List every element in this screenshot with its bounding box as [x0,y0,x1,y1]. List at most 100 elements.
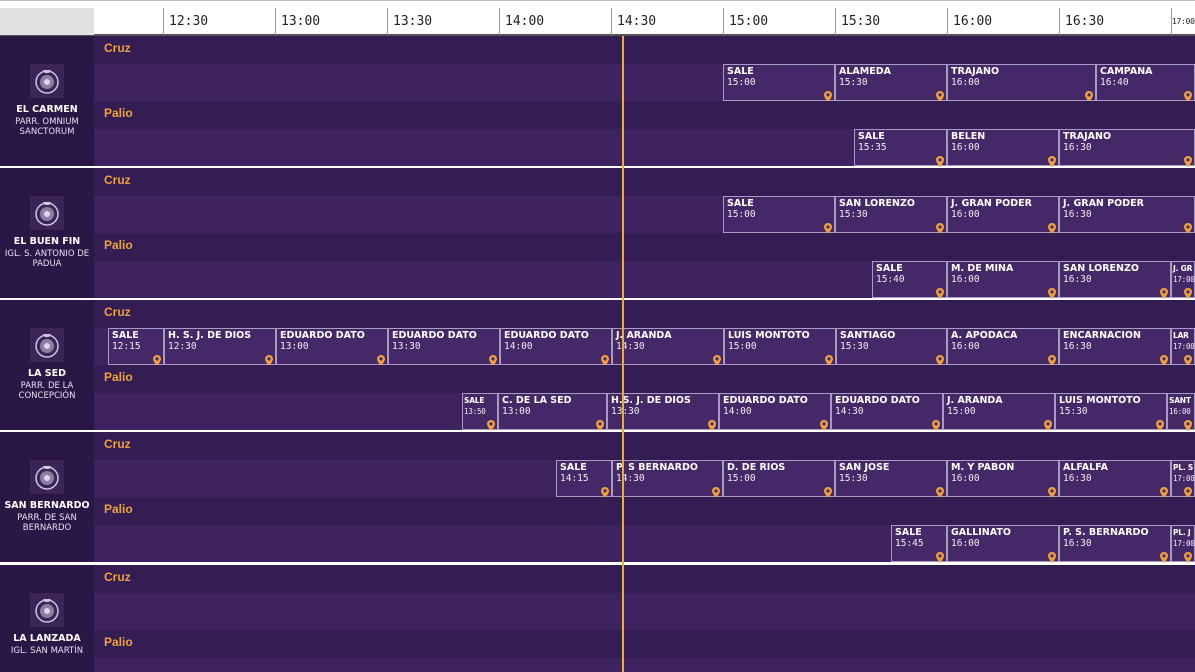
map-pin-icon[interactable] [1048,548,1056,563]
brotherhood-name: LA SED [28,368,66,379]
route-stop-block[interactable]: C. DE LA SED 13:00 [498,393,607,431]
map-pin-icon[interactable] [1184,548,1192,563]
map-pin-icon[interactable] [936,284,944,299]
map-pin-icon[interactable] [601,483,609,498]
map-pin-icon[interactable] [1160,483,1168,498]
map-pin-icon[interactable] [824,483,832,498]
route-stop-block[interactable]: SALE 15:00 [723,64,835,102]
route-stop-block[interactable]: TRAJANO 16:00 [947,64,1096,102]
map-pin-icon[interactable] [824,219,832,234]
brotherhood-info[interactable]: SAN BERNARDO PARR. DE SAN BERNARDO [0,432,94,562]
route-stop-block[interactable]: ENCARNACION 16:30 [1059,328,1171,366]
map-pin-icon[interactable] [1184,284,1192,299]
brotherhood-info[interactable]: EL CARMEN PARR. OMNIUM SANCTORUM [0,36,94,166]
route-stop-block[interactable]: J. GRAN PODER 16:00 [947,196,1059,234]
map-pin-icon[interactable] [713,351,721,366]
map-pin-icon[interactable] [936,548,944,563]
stop-time: 15:30 [840,341,869,352]
route-stop-block[interactable]: J. GR 17:00 [1171,261,1195,299]
map-pin-icon[interactable] [825,351,833,366]
route-stop-block[interactable]: J. ARANDA 14:30 [612,328,724,366]
brotherhood-info[interactable]: LA LANZADA IGL. SAN MARTÍN [0,565,94,672]
map-pin-icon[interactable] [1184,87,1192,102]
route-stop-block[interactable]: H. S. J. DE DIOS 12:30 [164,328,276,366]
route-stop-block[interactable]: LUIS MONTOTO 15:30 [1055,393,1167,431]
map-pin-icon[interactable] [820,416,828,431]
map-pin-icon[interactable] [936,219,944,234]
route-stop-block[interactable]: P. S. BERNARDO 16:30 [1059,525,1171,563]
route-stop-block[interactable]: H.S. J. DE DIOS 13:30 [607,393,719,431]
map-pin-icon[interactable] [1184,152,1192,167]
map-pin-icon[interactable] [153,351,161,366]
route-stop-block[interactable]: SALE 13:50 [462,393,498,431]
route-stop-block[interactable]: SAN LORENZO 16:30 [1059,261,1171,299]
map-pin-icon[interactable] [1085,87,1093,102]
route-stop-block[interactable]: EDUARDO DATO 14:00 [500,328,612,366]
map-pin-icon[interactable] [377,351,385,366]
map-pin-icon[interactable] [1156,416,1164,431]
time-tick: 15:30 [835,8,947,35]
route-stop-block[interactable]: SALE 12:15 [108,328,164,366]
map-pin-icon[interactable] [708,416,716,431]
map-pin-icon[interactable] [712,483,720,498]
route-stop-block[interactable]: SALE 15:00 [723,196,835,234]
route-stop-block[interactable]: SALE 14:15 [556,460,612,498]
map-pin-icon[interactable] [487,416,495,431]
map-pin-icon[interactable] [824,87,832,102]
palio-label: Palio [104,635,133,649]
route-stop-block[interactable]: PL. J 17:00 [1171,525,1195,563]
route-stop-block[interactable]: EDUARDO DATO 14:30 [831,393,943,431]
route-stop-block[interactable]: SALE 15:45 [891,525,947,563]
route-stop-block[interactable]: SALE 15:35 [854,129,947,167]
route-stop-block[interactable]: A. APODACA 16:00 [947,328,1059,366]
map-pin-icon[interactable] [936,152,944,167]
route-stop-block[interactable]: GALLINATO 16:00 [947,525,1059,563]
brotherhood-info[interactable]: EL BUEN FIN IGL. S. ANTONIO DE PADUA [0,168,94,298]
route-stop-block[interactable]: M. DE MINA 16:00 [947,261,1059,299]
map-pin-icon[interactable] [1184,219,1192,234]
map-pin-icon[interactable] [932,416,940,431]
route-stop-block[interactable]: J. ARANDA 15:00 [943,393,1055,431]
map-pin-icon[interactable] [1160,548,1168,563]
brotherhood-crest-icon [30,460,64,494]
route-stop-block[interactable]: BELEN 16:00 [947,129,1059,167]
map-pin-icon[interactable] [1048,219,1056,234]
route-stop-block[interactable]: SANT 16:00 [1167,393,1195,431]
map-pin-icon[interactable] [1048,351,1056,366]
route-stop-block[interactable]: SAN LORENZO 15:30 [835,196,947,234]
map-pin-icon[interactable] [936,483,944,498]
route-stop-block[interactable]: EDUARDO DATO 13:00 [276,328,388,366]
route-stop-block[interactable]: LAR 17:00 [1171,328,1195,366]
route-stop-block[interactable]: J. GRAN PODER 16:30 [1059,196,1195,234]
route-stop-block[interactable]: ALFALFA 16:30 [1059,460,1171,498]
route-stop-block[interactable]: SAN JOSE 15:30 [835,460,947,498]
route-stop-block[interactable]: CAMPANA 16:40 [1096,64,1195,102]
map-pin-icon[interactable] [601,351,609,366]
route-stop-block[interactable]: SANTIAGO 15:30 [836,328,947,366]
map-pin-icon[interactable] [1160,284,1168,299]
route-stop-block[interactable]: ALAMEDA 15:30 [835,64,947,102]
map-pin-icon[interactable] [1044,416,1052,431]
map-pin-icon[interactable] [1184,483,1192,498]
route-stop-block[interactable]: M. Y PABON 16:00 [947,460,1059,498]
map-pin-icon[interactable] [489,351,497,366]
route-stop-block[interactable]: EDUARDO DATO 13:30 [388,328,500,366]
route-stop-block[interactable]: SALE 15:40 [872,261,947,299]
route-stop-block[interactable]: TRAJANO 16:30 [1059,129,1195,167]
map-pin-icon[interactable] [936,351,944,366]
route-stop-block[interactable]: D. DE RIOS 15:00 [723,460,835,498]
route-stop-block[interactable]: PL. S 17:00 [1171,460,1195,498]
map-pin-icon[interactable] [1184,351,1192,366]
map-pin-icon[interactable] [265,351,273,366]
map-pin-icon[interactable] [1048,483,1056,498]
map-pin-icon[interactable] [1048,284,1056,299]
map-pin-icon[interactable] [596,416,604,431]
map-pin-icon[interactable] [1160,351,1168,366]
route-stop-block[interactable]: EDUARDO DATO 14:00 [719,393,831,431]
map-pin-icon[interactable] [1048,152,1056,167]
map-pin-icon[interactable] [1184,416,1192,431]
route-stop-block[interactable]: P. S BERNARDO 14:30 [612,460,723,498]
brotherhood-info[interactable]: LA SED PARR. DE LA CONCEPCIÓN [0,300,94,430]
map-pin-icon[interactable] [936,87,944,102]
route-stop-block[interactable]: LUIS MONTOTO 15:00 [724,328,836,366]
